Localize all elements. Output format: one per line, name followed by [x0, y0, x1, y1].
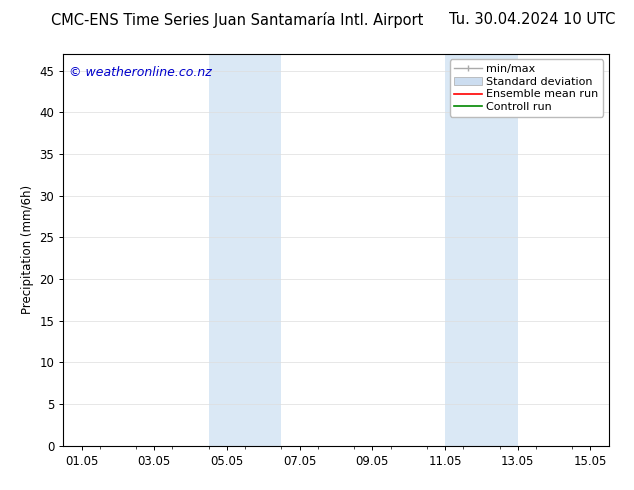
Bar [481, 54, 518, 446]
Legend: min/max, Standard deviation, Ensemble mean run, Controll run: min/max, Standard deviation, Ensemble me… [450, 59, 603, 117]
Text: © weatheronline.co.nz: © weatheronline.co.nz [69, 66, 212, 79]
Y-axis label: Precipitation (mm/6h): Precipitation (mm/6h) [21, 185, 34, 315]
Text: Tu. 30.04.2024 10 UTC: Tu. 30.04.2024 10 UTC [449, 12, 615, 27]
Text: CMC-ENS Time Series Juan Santamaría Intl. Airport: CMC-ENS Time Series Juan Santamaría Intl… [51, 12, 423, 28]
Bar [245, 54, 281, 446]
Bar [445, 54, 481, 446]
Bar [209, 54, 245, 446]
